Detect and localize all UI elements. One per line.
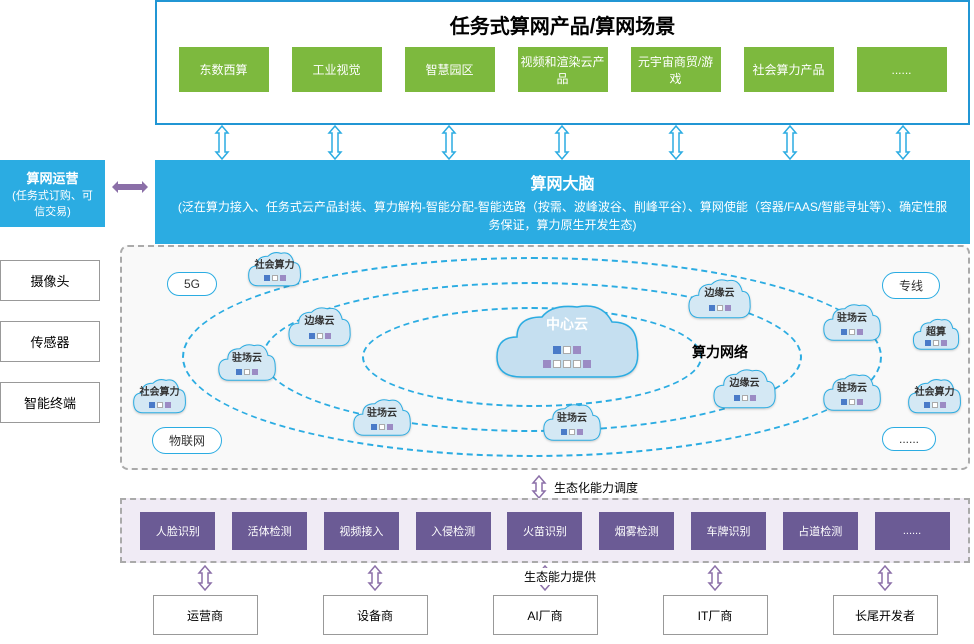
device-box: 摄像头 [0,260,100,301]
capability-box: 视频接入 [324,512,399,550]
bidir-arrow-icon [631,125,721,160]
scenario-box: ...... [857,47,947,92]
cloud-icon: 社会算力 [247,250,302,292]
vendor-row: 运营商 设备商 AI厂商 IT厂商 长尾开发者 [120,595,970,635]
scenario-box: 视频和渲染云产品 [518,47,608,92]
bidir-arrow-icon [404,125,494,160]
device-box: 传感器 [0,321,100,362]
capability-box: 车牌识别 [691,512,766,550]
cloud-icon: 驻场云 [542,402,602,447]
brain-box: 算网大脑 (泛在算力接入、任务式云产品封装、算力解构-智能分配-智能选路（按需、… [155,160,970,244]
bidir-arrow-icon [745,125,835,160]
ops-sub: (任务式订购、可信交易) [8,187,97,219]
vendor-box: 设备商 [323,595,428,635]
capability-box: 人脸识别 [140,512,215,550]
eco-scheduling-arrow: 生态化能力调度 [530,475,638,499]
scenario-box: 元宇宙商贸/游戏 [631,47,721,92]
bidir-arrow-icon [177,125,267,160]
vendor-box: 运营商 [153,595,258,635]
compute-network-area: 5G 物联网 专线 ...... 算力网络 中心云 社会算力边缘云驻场云社会算力… [120,245,970,470]
capability-box: 占道检测 [783,512,858,550]
cloud-icon: 驻场云 [822,372,882,417]
pill-line: 专线 [882,272,940,299]
vendor-box: 长尾开发者 [833,595,938,635]
bidir-arrow-icon [517,125,607,160]
brain-desc: (泛在算力接入、任务式云产品封装、算力解构-智能分配-智能选路（按需、波峰波谷、… [175,198,950,234]
pill-dots: ...... [882,427,936,451]
capability-box: ...... [875,512,950,550]
scenarios-panel: 任务式算网产品/算网场景 东数西算工业视觉智慧园区视频和渲染云产品元宇宙商贸/游… [155,0,970,125]
capabilities-panel: 人脸识别活体检测视频接入入侵检测火苗识别烟雾检测车牌识别占道检测...... [120,498,970,563]
vendor-box: AI厂商 [493,595,598,635]
center-cloud-icon: 中心云 [492,302,642,397]
bidir-arrow-icon [820,565,950,591]
capability-box: 入侵检测 [416,512,491,550]
cloud-icon: 边缘云 [287,305,352,353]
device-sidebar: 摄像头传感器智能终端 [0,260,100,443]
scenario-row: 东数西算工业视觉智慧园区视频和渲染云产品元宇宙商贸/游戏社会算力产品...... [157,47,968,92]
bidir-arrow-icon [290,125,380,160]
pill-5g: 5G [167,272,217,296]
cloud-icon: 驻场云 [217,342,277,387]
cloud-icon: 驻场云 [822,302,882,347]
cloud-icon: 社会算力 [132,377,187,419]
cloud-icon: 边缘云 [687,277,752,325]
cloud-icon: 边缘云 [712,367,777,415]
center-cloud-label: 中心云 [546,314,588,334]
scenario-box: 工业视觉 [292,47,382,92]
bidir-arrow-icon [858,125,948,160]
ops-title: 算网运营 [8,168,97,187]
cloud-icon: 超算 [912,317,960,355]
vendor-box: IT厂商 [663,595,768,635]
ops-arrow-icon [110,175,150,202]
bidir-arrow-icon [140,565,270,591]
device-box: 智能终端 [0,382,100,423]
eco-supply-label: 生态能力提供 [520,568,600,585]
network-label: 算力网络 [692,342,748,362]
scenario-box: 东数西算 [179,47,269,92]
main-title: 任务式算网产品/算网场景 [157,2,968,47]
scenario-box: 社会算力产品 [744,47,834,92]
pill-iot: 物联网 [152,427,222,454]
cloud-icon: 驻场云 [352,397,412,442]
cloud-icon: 社会算力 [907,377,962,419]
capability-box: 活体检测 [232,512,307,550]
brain-title: 算网大脑 [175,170,950,194]
scenario-box: 智慧园区 [405,47,495,92]
bidir-arrow-icon [650,565,780,591]
operations-box: 算网运营 (任务式订购、可信交易) [0,160,105,227]
scenario-arrows [155,125,970,160]
bidir-arrow-icon [310,565,440,591]
capability-box: 火苗识别 [507,512,582,550]
capability-box: 烟雾检测 [599,512,674,550]
eco-scheduling-label: 生态化能力调度 [554,479,638,496]
